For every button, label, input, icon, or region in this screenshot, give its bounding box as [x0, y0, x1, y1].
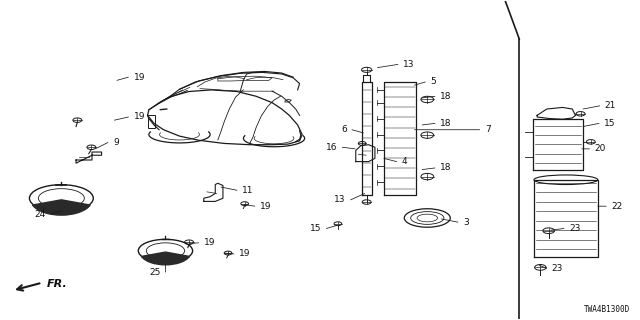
Text: 19: 19: [134, 73, 145, 82]
Text: 7: 7: [484, 125, 490, 134]
Text: 15: 15: [310, 224, 321, 233]
Text: TWA4B1300D: TWA4B1300D: [584, 305, 630, 314]
Text: 5: 5: [431, 77, 436, 86]
Text: 13: 13: [403, 60, 415, 69]
Text: 19: 19: [239, 250, 250, 259]
Wedge shape: [33, 200, 90, 215]
Text: 24: 24: [34, 210, 45, 219]
Text: 21: 21: [605, 101, 616, 110]
Text: 23: 23: [552, 264, 563, 273]
Wedge shape: [141, 252, 189, 265]
Text: 6: 6: [341, 125, 347, 134]
Text: 19: 19: [134, 113, 145, 122]
Text: 18: 18: [440, 119, 452, 128]
Text: 4: 4: [402, 157, 408, 166]
Text: 16: 16: [326, 143, 337, 152]
Text: 22: 22: [611, 202, 623, 211]
Text: 9: 9: [113, 138, 119, 147]
Text: 18: 18: [440, 164, 452, 172]
Text: FR.: FR.: [47, 279, 67, 289]
Text: 13: 13: [334, 195, 346, 204]
Text: 19: 19: [204, 238, 215, 247]
Text: 25: 25: [149, 268, 161, 277]
Text: 23: 23: [569, 224, 580, 233]
Text: 3: 3: [463, 218, 468, 227]
Text: 18: 18: [440, 92, 452, 101]
Text: 15: 15: [604, 119, 616, 128]
Text: 11: 11: [242, 186, 253, 195]
Text: 20: 20: [595, 144, 606, 153]
Text: 19: 19: [260, 202, 271, 211]
